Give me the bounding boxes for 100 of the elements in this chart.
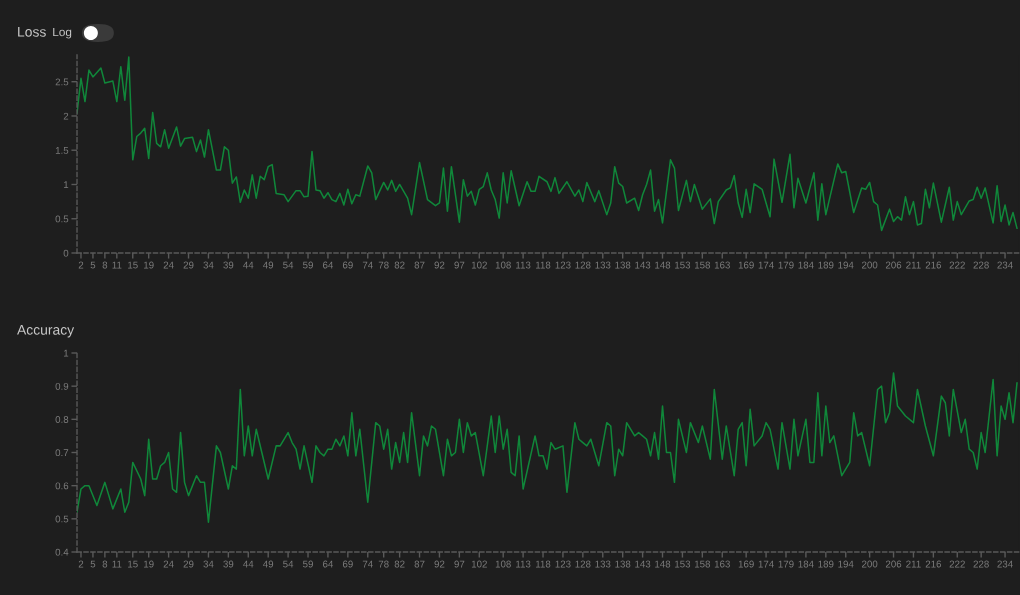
x-tick-label: 143	[635, 560, 651, 568]
x-tick-label: 222	[949, 560, 965, 568]
x-tick-label: 108	[495, 261, 511, 269]
x-tick-label: 179	[778, 261, 794, 269]
x-tick-label: 64	[323, 560, 334, 568]
x-tick-label: 59	[303, 560, 313, 568]
y-tick-label: 1	[64, 349, 69, 357]
x-tick-label: 184	[798, 261, 814, 269]
x-tick-label: 138	[615, 560, 631, 568]
x-tick-label: 92	[434, 560, 445, 568]
x-tick-label: 5	[90, 560, 96, 568]
x-tick-label: 8	[102, 560, 108, 568]
x-tick-label: 29	[183, 560, 194, 568]
chart-title: Loss	[18, 27, 46, 37]
text: Log	[53, 27, 72, 39]
x-tick-label: 24	[163, 560, 174, 568]
x-tick-label: 11	[112, 261, 122, 269]
x-tick-label: 97	[454, 560, 465, 568]
x-tick-label: 102	[471, 560, 487, 568]
x-tick-label: 228	[973, 560, 989, 568]
x-tick-label: 138	[615, 261, 631, 269]
x-tick-label: 189	[818, 261, 834, 269]
y-tick-label: 0.6	[55, 482, 69, 490]
x-tick-label: 64	[323, 261, 334, 269]
x-tick-label: 169	[738, 261, 754, 269]
x-tick-label: 179	[778, 560, 794, 568]
x-tick-label: 123	[555, 560, 571, 568]
x-tick-label: 39	[223, 261, 234, 269]
x-tick-label: 133	[595, 560, 611, 568]
x-tick-label: 44	[243, 261, 254, 269]
x-tick-label: 74	[362, 261, 373, 269]
x-tick-label: 234	[997, 560, 1013, 568]
x-tick-label: 74	[362, 560, 373, 568]
x-tick-label: 92	[434, 261, 445, 269]
x-tick-label: 78	[378, 261, 389, 269]
x-tick-label: 158	[694, 560, 711, 568]
x-tick-label: 200	[862, 560, 878, 568]
x-tick-label: 34	[203, 261, 214, 269]
x-tick-label: 97	[454, 261, 465, 269]
x-tick-label: 15	[128, 560, 138, 568]
x-tick-label: 113	[516, 560, 531, 568]
x-tick-label: 8	[102, 261, 108, 269]
x-tick-label: 69	[342, 261, 353, 269]
x-tick-label: 15	[128, 261, 138, 269]
x-tick-label: 44	[243, 560, 254, 568]
x-tick-label: 163	[714, 261, 730, 269]
y-tick-label: 0.4	[55, 548, 69, 556]
y-tick-label: 1.5	[55, 147, 69, 154]
x-tick-label: 118	[536, 560, 551, 568]
x-tick-label: 153	[675, 261, 691, 269]
x-tick-label: 82	[394, 560, 405, 568]
x-tick-label: 211	[906, 560, 921, 568]
x-tick-label: 200	[862, 261, 878, 269]
x-tick-label: 5	[90, 261, 96, 269]
y-tick-label: 0.7	[55, 449, 69, 457]
x-tick-label: 128	[575, 261, 591, 269]
x-tick-label: 189	[818, 560, 834, 568]
x-tick-label: 123	[555, 261, 571, 269]
x-tick-label: 59	[303, 261, 313, 269]
x-tick-label: 216	[925, 261, 942, 269]
line-series	[77, 372, 1018, 523]
x-tick-label: 148	[655, 261, 671, 269]
line-series	[77, 56, 1018, 232]
x-tick-label: 206	[885, 261, 902, 269]
y-tick-label: 0	[63, 249, 69, 257]
x-tick-label: 158	[694, 261, 711, 269]
y-tick-label: 1	[64, 181, 69, 189]
x-tick-label: 174	[758, 560, 774, 568]
x-tick-label: 54	[283, 560, 294, 568]
x-tick-label: 39	[223, 560, 234, 568]
x-tick-label: 102	[471, 261, 487, 269]
x-tick-label: 54	[283, 261, 294, 269]
x-tick-label: 118	[536, 261, 551, 269]
y-tick-label: 0.5	[55, 215, 69, 223]
x-tick-label: 2	[78, 560, 84, 568]
x-tick-label: 222	[949, 261, 965, 269]
x-tick-label: 87	[414, 560, 425, 568]
x-tick-label: 2	[78, 261, 84, 269]
x-tick-label: 143	[635, 261, 651, 269]
x-tick-label: 69	[342, 560, 353, 568]
x-tick-label: 153	[675, 560, 691, 568]
y-tick-label: 0.9	[55, 382, 69, 390]
x-tick-label: 211	[906, 261, 921, 269]
y-tick-label: 0.5	[55, 515, 69, 523]
x-tick-label: 174	[758, 261, 774, 269]
x-tick-label: 234	[997, 261, 1013, 269]
x-tick-label: 169	[738, 560, 754, 568]
x-tick-label: 148	[655, 560, 671, 568]
x-tick-label: 228	[973, 261, 989, 269]
x-tick-label: 24	[163, 261, 174, 269]
y-tick-label: 2.5	[55, 78, 69, 86]
x-tick-label: 19	[144, 261, 154, 269]
x-tick-label: 78	[378, 560, 389, 568]
x-tick-label: 163	[714, 560, 730, 568]
x-tick-label: 49	[263, 261, 274, 269]
chart-title: Accuracy	[17, 325, 75, 338]
x-tick-label: 19	[144, 560, 154, 568]
x-tick-label: 133	[595, 261, 611, 269]
x-tick-label: 194	[838, 560, 854, 568]
x-tick-label: 216	[925, 560, 942, 568]
